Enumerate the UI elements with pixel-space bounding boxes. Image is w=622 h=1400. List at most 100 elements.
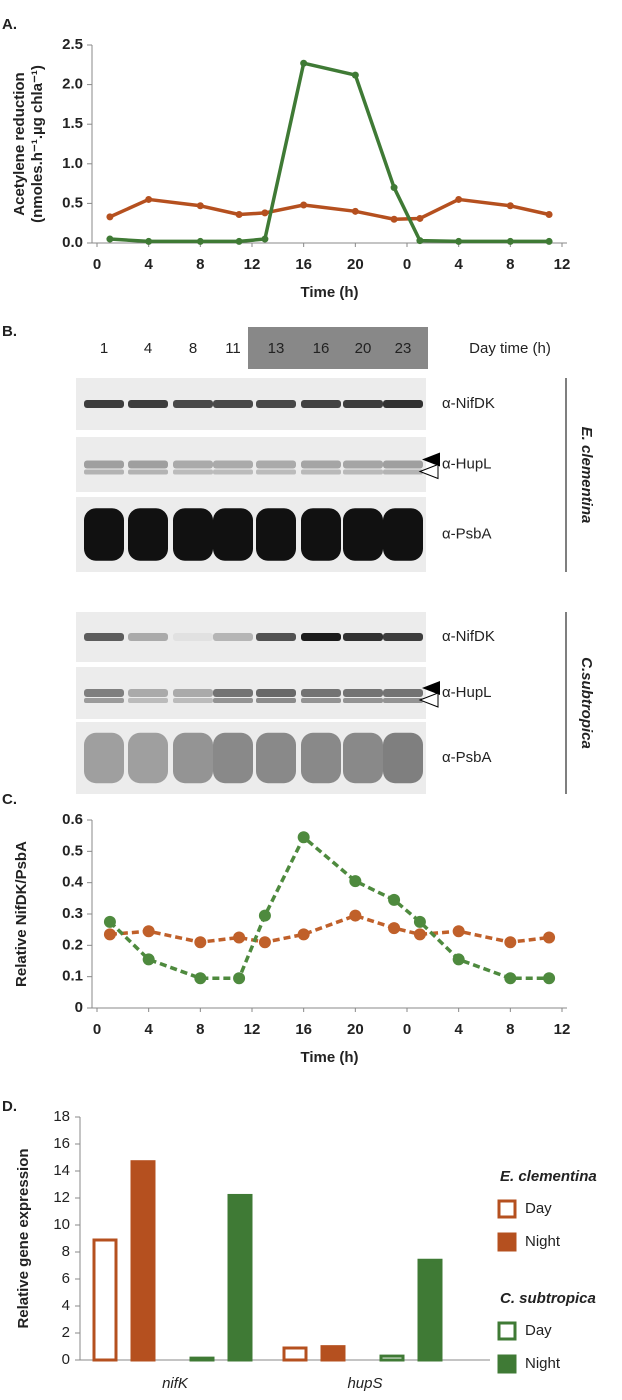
x-tick-label: 0 bbox=[93, 256, 101, 273]
x-tick-label: 4 bbox=[144, 256, 153, 273]
antibody-label: α-PsbA bbox=[442, 749, 492, 766]
data-point bbox=[506, 202, 514, 210]
blot-band bbox=[128, 732, 168, 784]
lane-label: 20 bbox=[355, 340, 372, 357]
y-tick-label: 14 bbox=[53, 1162, 70, 1179]
data-point bbox=[506, 237, 514, 245]
bar bbox=[379, 1354, 405, 1362]
y-tick-label: 0.5 bbox=[62, 842, 83, 859]
data-point bbox=[349, 909, 362, 922]
series-line bbox=[109, 197, 550, 221]
blot-band bbox=[173, 732, 213, 784]
blot-band bbox=[383, 698, 423, 703]
x-tick-label: 4 bbox=[454, 256, 463, 273]
blot-band bbox=[84, 689, 124, 697]
legend-swatch bbox=[497, 1321, 517, 1341]
blot-band bbox=[301, 400, 341, 408]
y-tick-label: 1.0 bbox=[62, 155, 83, 172]
data-point bbox=[261, 235, 269, 243]
x-tick-label: 12 bbox=[244, 1021, 261, 1038]
y-tick-label: 2 bbox=[62, 1324, 70, 1341]
y-tick-label: 0 bbox=[75, 999, 83, 1016]
blot-band bbox=[128, 460, 168, 469]
arrow-open bbox=[418, 692, 439, 708]
bar bbox=[92, 1238, 118, 1362]
y-tick-label: 10 bbox=[53, 1216, 70, 1233]
data-point bbox=[351, 207, 359, 215]
data-point bbox=[194, 936, 207, 949]
antibody-label: α-NifDK bbox=[442, 628, 495, 645]
y-tick-label: 0.6 bbox=[62, 811, 83, 828]
lane-label: 11 bbox=[225, 340, 241, 357]
legend-swatch bbox=[497, 1199, 517, 1219]
y-axis-title: Relative gene expression bbox=[15, 1148, 32, 1328]
blot-band bbox=[301, 689, 341, 697]
legend-swatch bbox=[497, 1354, 517, 1374]
data-point bbox=[388, 893, 401, 906]
blot-band bbox=[256, 460, 296, 469]
series-line bbox=[108, 835, 550, 980]
blot-band bbox=[256, 508, 296, 561]
data-point bbox=[504, 936, 517, 949]
x-tick-label: 20 bbox=[347, 256, 364, 273]
antibody-label: α-NifDK bbox=[442, 395, 495, 412]
lane-label: 4 bbox=[144, 340, 152, 357]
data-point bbox=[413, 928, 426, 941]
blot-band bbox=[213, 698, 253, 703]
blot-band bbox=[256, 469, 296, 475]
x-tick-label: 0 bbox=[403, 256, 411, 273]
lane-label: 1 bbox=[100, 340, 108, 357]
data-point bbox=[416, 214, 424, 222]
blot-band bbox=[301, 460, 341, 469]
x-tick-label: 16 bbox=[295, 256, 312, 273]
data-point bbox=[142, 925, 155, 938]
data-point bbox=[106, 213, 114, 221]
data-point bbox=[233, 972, 246, 985]
blot-band bbox=[343, 400, 383, 408]
data-point bbox=[413, 915, 426, 928]
legend-heading: C. subtropica bbox=[500, 1290, 596, 1307]
lane-label: 16 bbox=[313, 340, 330, 357]
blot-band bbox=[383, 732, 423, 784]
species-label: E. clementina bbox=[578, 427, 595, 524]
x-axis-title: Time (h) bbox=[300, 1049, 358, 1066]
panel-label: D. bbox=[2, 1098, 17, 1115]
blot-band bbox=[173, 689, 213, 697]
blot-band bbox=[343, 698, 383, 703]
data-point bbox=[297, 928, 310, 941]
data-point bbox=[504, 972, 517, 985]
blot-band bbox=[128, 508, 168, 561]
blot-band bbox=[84, 400, 124, 408]
antibody-label: α-HupL bbox=[442, 684, 492, 701]
x-tick-label: 4 bbox=[144, 1021, 153, 1038]
blot-band bbox=[301, 698, 341, 703]
data-point bbox=[258, 936, 271, 949]
blot-band bbox=[301, 633, 341, 641]
y-axis-title: Acetylene reduction bbox=[11, 72, 28, 215]
y-tick-label: 1.5 bbox=[62, 115, 83, 132]
data-point bbox=[455, 195, 463, 203]
bar bbox=[227, 1193, 253, 1362]
blot-band bbox=[128, 633, 168, 641]
antibody-label: α-HupL bbox=[442, 455, 492, 472]
legend-heading: E. clementina bbox=[500, 1168, 597, 1185]
bar bbox=[282, 1346, 308, 1362]
data-point bbox=[349, 875, 362, 888]
species-label: C.subtropica bbox=[578, 657, 595, 749]
blot-band bbox=[213, 400, 253, 408]
data-point bbox=[235, 210, 243, 218]
blot-band bbox=[128, 469, 168, 475]
blot-band bbox=[213, 469, 253, 475]
blot-band bbox=[84, 460, 124, 469]
y-tick-label: 8 bbox=[62, 1243, 70, 1260]
blot-band bbox=[256, 732, 296, 784]
y-tick-label: 0.2 bbox=[62, 936, 83, 953]
blot-band bbox=[213, 732, 253, 784]
data-point bbox=[545, 210, 553, 218]
y-tick-label: 16 bbox=[53, 1135, 70, 1152]
blot-band bbox=[213, 460, 253, 469]
blot-band bbox=[383, 689, 423, 697]
night-box bbox=[248, 327, 428, 369]
x-tick-label: 8 bbox=[196, 1021, 204, 1038]
